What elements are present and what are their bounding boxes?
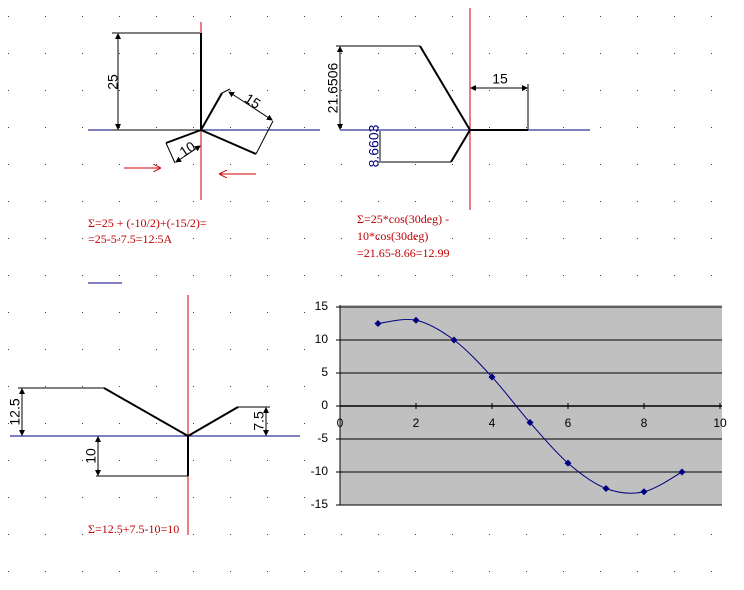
formula: Σ=25*cos(30deg) - xyxy=(357,212,449,226)
dimension-label: 10 xyxy=(83,448,99,464)
y-tick-label: -10 xyxy=(311,464,329,478)
dimension-label: 7.5 xyxy=(251,411,267,431)
diagram-line xyxy=(221,88,231,94)
diagram-line xyxy=(175,145,201,163)
data-point xyxy=(640,488,648,496)
diagram-line xyxy=(450,129,471,163)
diagram: 21.6506 15 8.6603 Σ=25*cos(30deg) - 10*c… xyxy=(325,8,590,260)
dimension-label: 15 xyxy=(242,90,264,112)
diagram-line xyxy=(419,45,471,131)
y-tick-label: 5 xyxy=(321,365,328,379)
x-tick-label: 2 xyxy=(413,416,420,430)
y-tick-label: 10 xyxy=(315,332,329,346)
y-tick-label: -5 xyxy=(317,431,328,445)
dimension-label: 10 xyxy=(176,138,198,160)
dimension-label: 12.5 xyxy=(7,398,23,425)
y-tick-label: 15 xyxy=(315,299,329,313)
data-point xyxy=(412,316,420,324)
diagram: 12.5 10 7.5 Σ=12.5+7.5-10=10 xyxy=(7,295,300,536)
dimension-label: 8.6603 xyxy=(366,124,382,167)
diagram-line xyxy=(103,387,189,437)
y-tick-label: 0 xyxy=(321,398,328,412)
diagram-line xyxy=(200,92,223,131)
formula: 10*cos(30deg) xyxy=(357,229,428,243)
diagram-line xyxy=(165,142,176,164)
formula: =21.65-8.66=12.99 xyxy=(357,246,450,260)
dimension-label: 15 xyxy=(492,71,508,87)
data-point xyxy=(450,336,458,344)
data-point xyxy=(526,419,534,426)
diagram-line xyxy=(187,406,239,437)
plot-area xyxy=(340,305,722,505)
x-tick-label: 0 xyxy=(337,416,344,430)
x-tick-label: 6 xyxy=(565,416,572,430)
diagram-line xyxy=(165,129,202,144)
diagram: 25 15 10 Σ=25 + (-10/2)+(-15/2)= =25-5-7… xyxy=(88,22,320,284)
diagram-line xyxy=(200,129,257,155)
data-point xyxy=(564,459,572,467)
diagram-line xyxy=(255,120,274,155)
formula: =25-5-7.5=12.5A xyxy=(88,232,173,246)
x-tick-label: 4 xyxy=(489,416,496,430)
data-point xyxy=(602,485,610,492)
formula: Σ=12.5+7.5-10=10 xyxy=(88,522,179,536)
data-point xyxy=(488,373,496,381)
diagram-line xyxy=(228,91,273,121)
x-tick-label: 10 xyxy=(713,416,727,430)
dimension-label: 21.6506 xyxy=(325,62,341,113)
x-tick-label: 8 xyxy=(641,416,648,430)
data-point xyxy=(678,468,686,476)
data-point xyxy=(374,320,382,327)
y-tick-label: -15 xyxy=(311,497,329,511)
formula: Σ=25 + (-10/2)+(-15/2)= xyxy=(88,216,207,230)
dimension-label: 25 xyxy=(105,74,121,90)
